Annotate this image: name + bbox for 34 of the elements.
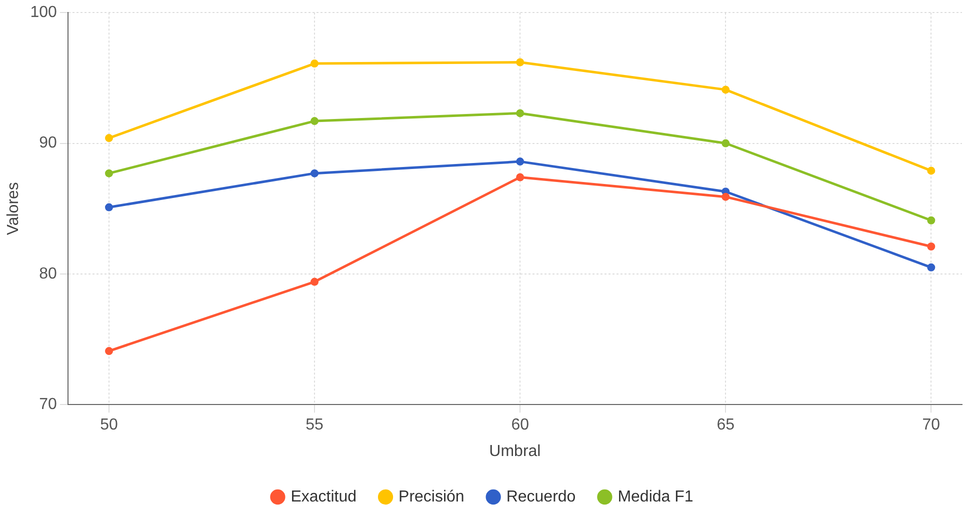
legend-label: Medida F1 xyxy=(618,488,694,506)
x-tick-label: 60 xyxy=(511,416,530,434)
x-tick-label: 70 xyxy=(922,416,940,434)
point xyxy=(722,86,730,94)
legend-label: Exactitud xyxy=(290,488,357,506)
point xyxy=(105,203,114,212)
point xyxy=(516,173,524,182)
point xyxy=(310,117,319,126)
point xyxy=(105,134,114,142)
point xyxy=(310,169,319,178)
y-axis-title: Valores xyxy=(5,182,22,236)
point xyxy=(516,109,524,118)
y-tick-label: 90 xyxy=(39,134,57,152)
legend-label: Precisión xyxy=(398,488,464,506)
x-axis-title: Umbral xyxy=(489,442,541,460)
point xyxy=(516,158,524,166)
point xyxy=(310,278,319,286)
point xyxy=(105,347,114,356)
y-tick-label: 100 xyxy=(30,4,57,22)
point xyxy=(516,58,524,66)
point xyxy=(722,139,730,148)
point xyxy=(105,169,114,178)
point xyxy=(927,216,936,224)
point xyxy=(722,192,730,201)
point xyxy=(927,242,936,250)
y-tick-label: 70 xyxy=(39,396,57,414)
x-tick-label: 50 xyxy=(100,416,118,434)
x-tick-label: 55 xyxy=(306,416,324,434)
point xyxy=(310,60,319,68)
point xyxy=(927,166,936,175)
point xyxy=(927,263,936,272)
y-tick-label: 80 xyxy=(39,265,57,282)
legend-label: Recuerdo xyxy=(506,488,576,506)
x-tick-label: 65 xyxy=(716,416,735,434)
